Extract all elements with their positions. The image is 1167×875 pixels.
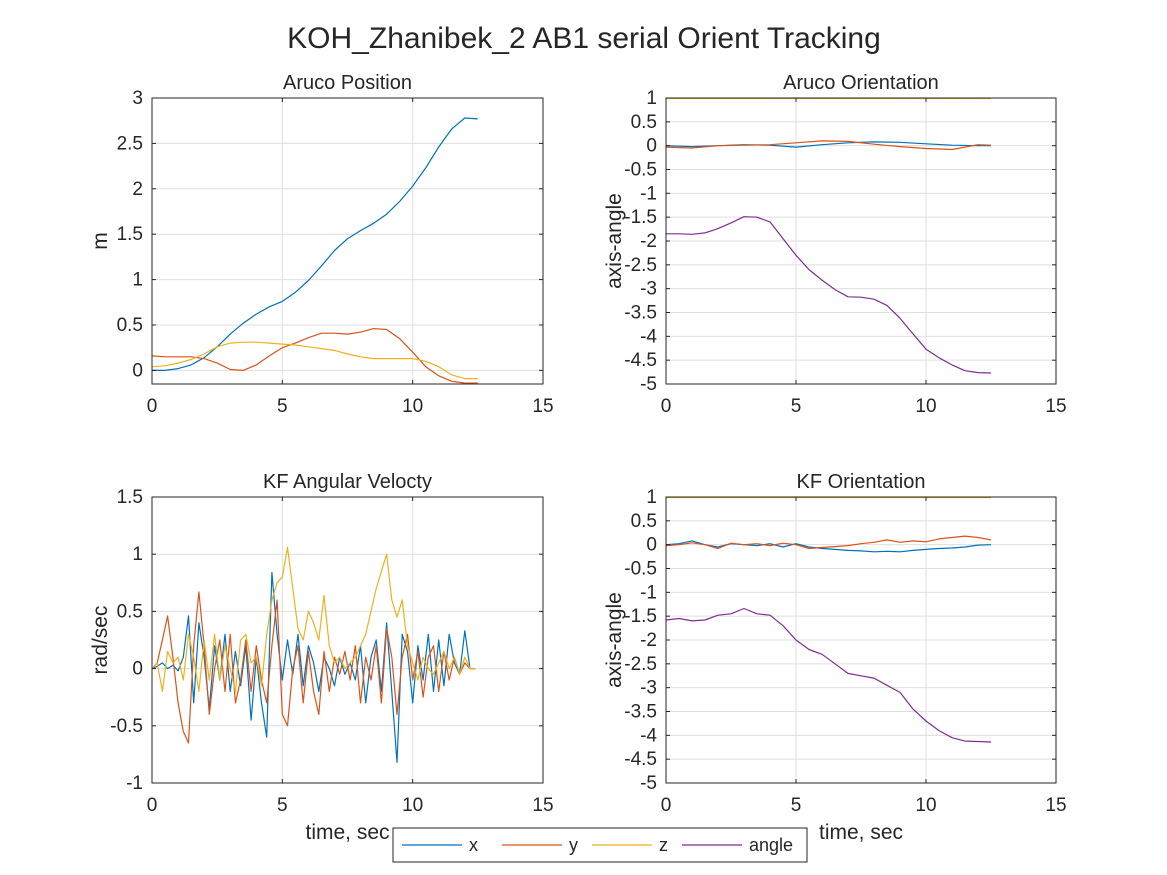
axes-box — [151, 97, 544, 385]
y-axis-label: rad/sec — [89, 606, 112, 675]
y-tick-label: -2 — [640, 630, 657, 651]
y-tick-label: 3 — [132, 88, 143, 109]
y-tick-label: -4 — [640, 326, 657, 347]
y-tick-label: -3.5 — [624, 303, 657, 324]
legend: x y z angle — [392, 827, 808, 863]
y-tick-label: 2 — [132, 179, 143, 200]
series-line-z — [152, 341, 478, 380]
series-group — [152, 117, 478, 384]
axes-box — [151, 496, 544, 784]
y-tick-label: -4.5 — [624, 749, 657, 770]
y-tick-label: -3 — [640, 678, 657, 699]
legend-label-z: z — [659, 835, 668, 855]
y-tick-label: -3.5 — [624, 702, 657, 723]
y-tick-label: 0.5 — [117, 601, 143, 622]
x-tick-label: 10 — [915, 795, 936, 816]
y-tick-label: -0.5 — [624, 160, 657, 181]
subplot-title: Aruco Orientation — [783, 72, 939, 94]
x-tick-label: 10 — [402, 795, 423, 816]
y-tick-label: 0.5 — [631, 112, 657, 133]
subplot-2: 0 5 10 15 1 0.5 0 -0.5-1 -1.5 -2 -2.5 -3 -3.5-4 -4.5 -… — [603, 72, 1067, 417]
legend-label-angle: angle — [749, 835, 793, 855]
series-line-angle — [666, 607, 992, 743]
x-tick-label: 15 — [532, 396, 553, 417]
subplot-title: KF Orientation — [797, 471, 926, 493]
x-axis-label: time, sec — [819, 821, 903, 844]
y-tick-label: 1 — [646, 487, 657, 508]
y-tick-label: -2.5 — [624, 255, 657, 276]
x-tick-label: 5 — [791, 396, 802, 417]
y-axis-label: axis-angle — [603, 592, 626, 688]
y-tick-label: -3 — [640, 279, 657, 300]
series-line-x — [666, 540, 992, 553]
y-tick-label: 1 — [646, 88, 657, 109]
y-tick-label: 2.5 — [117, 133, 143, 154]
series-line-angle — [666, 216, 992, 374]
y-tick-label: -1 — [126, 773, 143, 794]
legend-label-y: y — [569, 835, 578, 855]
plot-area — [152, 98, 543, 384]
series-line-y — [152, 591, 476, 744]
subplot-4: 0 5 10 15 1 0.5 0 -0.5-1 -1.5 -2 -2.5 -3 -3.5-4 -4.5 -… — [603, 471, 1067, 844]
y-tick-label: 0 — [646, 535, 657, 556]
plot-area — [152, 497, 543, 783]
x-tick-label: 0 — [661, 396, 672, 417]
y-tick-label: -5 — [640, 773, 657, 794]
series-line-z — [152, 546, 476, 693]
x-tick-label: 5 — [277, 396, 288, 417]
y-tick-label: 0.5 — [631, 511, 657, 532]
x-tick-label: 10 — [402, 396, 423, 417]
legend-label-x: x — [469, 835, 478, 855]
y-tick-label: -1.5 — [624, 207, 657, 228]
y-tick-label: 0 — [132, 360, 143, 381]
x-tick-label: 10 — [915, 396, 936, 417]
x-tick-label: 15 — [1045, 396, 1066, 417]
y-tick-label: 0 — [132, 659, 143, 680]
series-line-y — [152, 328, 478, 384]
y-tick-label: 1 — [132, 270, 143, 291]
x-tick-label: 5 — [791, 795, 802, 816]
y-tick-label: 0.5 — [117, 315, 143, 336]
y-tick-label: -5 — [640, 374, 657, 395]
y-tick-label: 0 — [646, 136, 657, 157]
series-line-x — [152, 117, 478, 371]
series-line-y — [666, 535, 992, 550]
y-tick-label: -2.5 — [624, 654, 657, 675]
subplot-1: 0 5 10 15 0 0.5 1 1.5 2 2.5 3 Aruco Position m — [89, 72, 554, 417]
x-axis-label: time, sec — [305, 821, 389, 844]
series-group — [152, 546, 476, 764]
series-line-y — [666, 140, 992, 151]
y-tick-label: 1.5 — [117, 224, 143, 245]
figure-title: KOH_Zhanibek_2 AB1 serial Orient Trackin… — [287, 22, 881, 55]
y-tick-label: 1.5 — [117, 487, 143, 508]
y-axis-label: m — [89, 232, 112, 250]
x-tick-label: 15 — [532, 795, 553, 816]
y-tick-label: -4.5 — [624, 350, 657, 371]
x-tick-label: 15 — [1045, 795, 1066, 816]
y-axis-label: axis-angle — [603, 193, 626, 289]
x-tick-label: 0 — [147, 396, 158, 417]
y-tick-label: -1 — [640, 582, 657, 603]
subplot-title: KF Angular Velocty — [263, 471, 432, 493]
subplot-title: Aruco Position — [283, 72, 412, 94]
y-tick-label: -2 — [640, 231, 657, 252]
y-tick-label: -1 — [640, 183, 657, 204]
y-tick-label: 1 — [132, 544, 143, 565]
y-tick-label: -0.5 — [624, 559, 657, 580]
x-tick-label: 0 — [661, 795, 672, 816]
y-tick-label: -1.5 — [624, 606, 657, 627]
y-tick-label: -0.5 — [110, 716, 143, 737]
x-tick-label: 5 — [277, 795, 288, 816]
x-tick-label: 0 — [147, 795, 158, 816]
y-tick-label: -4 — [640, 725, 657, 746]
subplot-3: 0 5 10 15 1.5 1 0.5 0 -0.5 -1 KF Angular Velocty ra… — [89, 471, 554, 844]
